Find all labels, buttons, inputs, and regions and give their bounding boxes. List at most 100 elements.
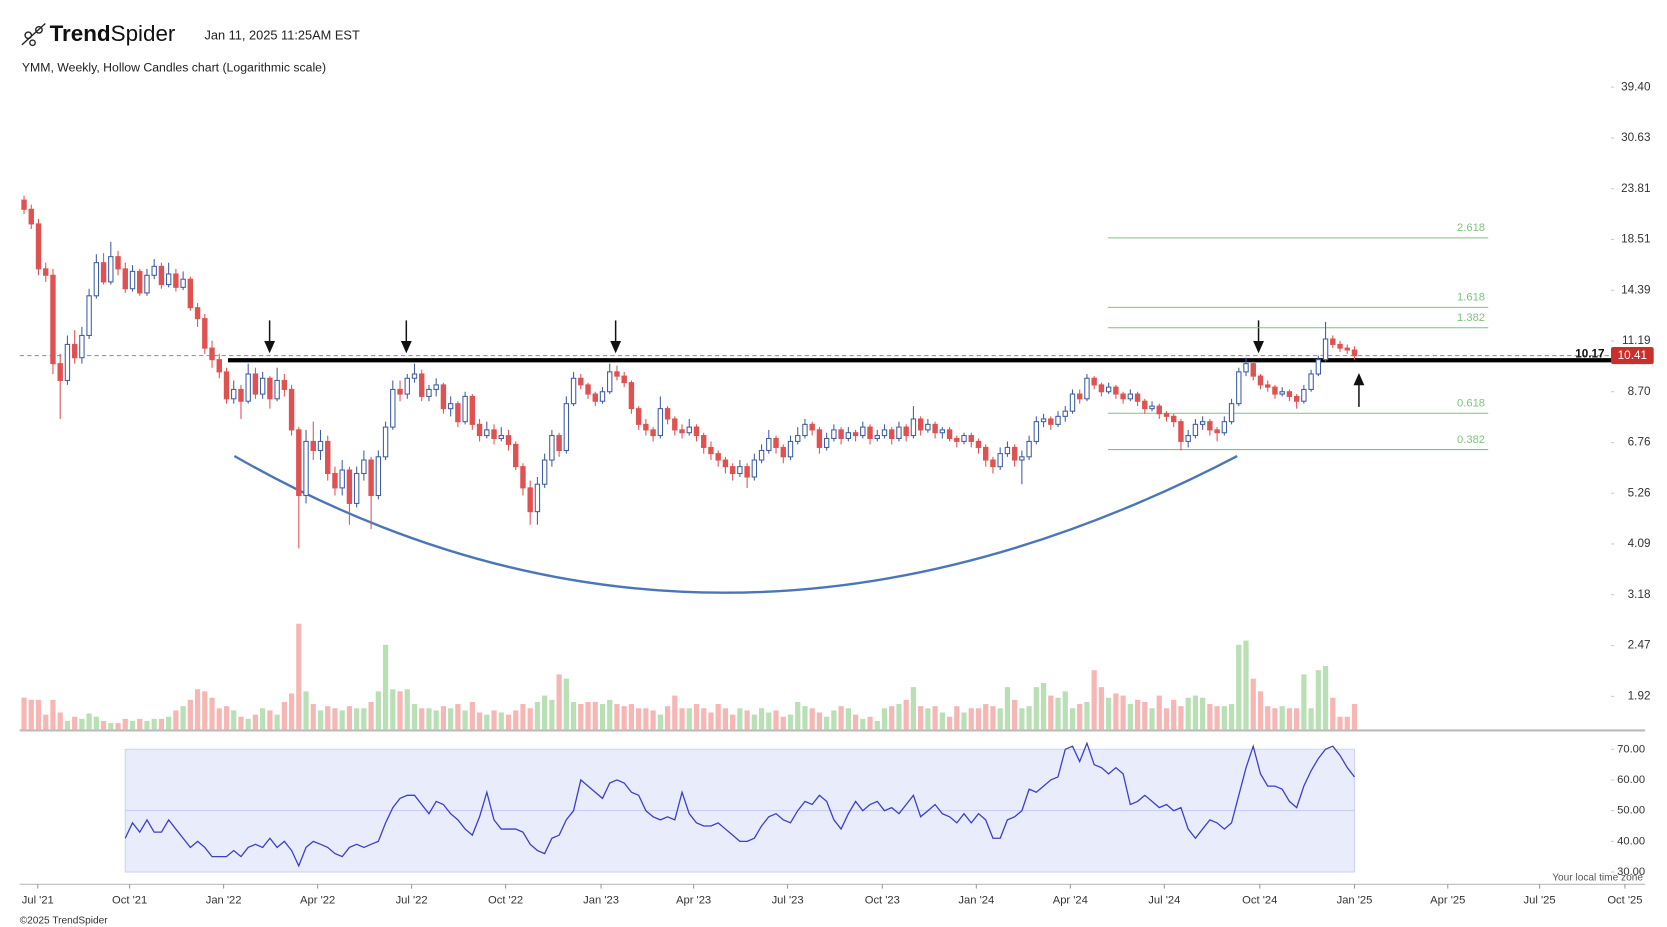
- fib-label: 0.618: [1457, 398, 1485, 410]
- candle-body: [187, 278, 194, 309]
- candle-body: [28, 208, 34, 225]
- volume-bar: [1091, 670, 1097, 730]
- candle-body: [339, 469, 345, 489]
- volume-bar: [57, 712, 63, 730]
- candle-body: [129, 270, 136, 290]
- y-tick-label: 3.18: [1628, 588, 1651, 601]
- volume-bar: [1344, 716, 1350, 730]
- volume-bar: [397, 691, 403, 730]
- candle-body: [1098, 384, 1105, 393]
- volume-bar: [787, 714, 794, 730]
- candle-body: [259, 377, 266, 395]
- x-tick-label: Apr '25: [1430, 894, 1465, 906]
- volume-bar: [520, 704, 526, 730]
- candle-body: [1048, 418, 1054, 425]
- volume-bar: [484, 714, 490, 730]
- volume-bar: [202, 691, 208, 730]
- candle-body: [758, 449, 765, 461]
- volume-bar: [129, 720, 136, 730]
- candle-body: [238, 388, 244, 402]
- candle-body: [975, 440, 982, 448]
- candle-body: [570, 377, 577, 405]
- volume-bar: [1250, 678, 1256, 730]
- brand-light: Spider: [111, 21, 176, 46]
- candle-body: [852, 432, 859, 437]
- volume-bar: [35, 699, 42, 730]
- candle-body: [1351, 349, 1358, 357]
- candle-body: [903, 426, 909, 437]
- candle-body: [729, 466, 736, 475]
- candle-body: [79, 334, 85, 359]
- volume-bar: [1048, 695, 1054, 730]
- volume-bar: [585, 701, 591, 730]
- volume-bar: [766, 712, 772, 730]
- candle-body: [1185, 435, 1191, 442]
- volume-bar: [288, 693, 295, 730]
- volume-bar: [100, 720, 107, 730]
- volume-bar: [252, 714, 259, 730]
- volume-bar: [975, 708, 982, 730]
- volume-bar: [448, 708, 454, 730]
- volume-bar: [592, 701, 598, 730]
- candle-body: [440, 384, 447, 410]
- candle-body: [816, 429, 823, 448]
- volume-bar: [491, 710, 497, 730]
- candle-body: [787, 440, 794, 458]
- volume-bar: [93, 716, 99, 730]
- candle-body: [64, 343, 71, 381]
- candle-body: [93, 262, 100, 297]
- volume-bar: [281, 701, 287, 730]
- volume-bar: [896, 704, 902, 730]
- timestamp: Jan 11, 2025 11:25AM EST: [204, 28, 359, 43]
- candle-body: [802, 423, 808, 437]
- candle-body: [1315, 359, 1322, 375]
- fib-label: 1.382: [1457, 312, 1485, 324]
- x-tick-label: Jul '23: [772, 894, 804, 906]
- candle-body: [310, 440, 316, 452]
- candle-body: [426, 388, 432, 397]
- candle-body: [462, 395, 468, 423]
- candle-body: [1221, 421, 1228, 434]
- candle-body: [1004, 446, 1011, 455]
- candle-body: [433, 384, 439, 390]
- volume-bar: [1221, 706, 1227, 730]
- volume-bar: [505, 714, 512, 730]
- volume-bar: [889, 706, 895, 730]
- x-tick-label: Apr '24: [1053, 894, 1088, 906]
- candle-body: [209, 347, 215, 361]
- last-price-label: 10.41: [1618, 349, 1647, 362]
- candle-body: [1272, 386, 1278, 395]
- candle-body: [954, 437, 960, 442]
- volume-bar: [932, 706, 938, 730]
- x-tick-label: Oct '24: [1242, 894, 1277, 906]
- candle-body: [650, 429, 656, 437]
- candle-body: [1055, 415, 1061, 425]
- volume-bar: [1055, 697, 1061, 730]
- x-tick-label: Oct '25: [1607, 894, 1642, 906]
- candle-body: [1019, 456, 1025, 461]
- volume-bar: [1243, 640, 1249, 730]
- volume-bar: [231, 710, 237, 730]
- candle-body: [672, 418, 678, 431]
- volume-bar: [476, 712, 483, 730]
- volume-bar: [701, 708, 707, 730]
- rsi-tick-label: 50.00: [1617, 805, 1645, 817]
- rsi-line: [124, 741, 1355, 868]
- volume-bar: [1286, 708, 1293, 730]
- volume-bar: [758, 708, 765, 730]
- volume-bar: [1171, 699, 1177, 730]
- volume-bar: [1228, 704, 1235, 730]
- candle-body: [997, 453, 1003, 468]
- candle-body: [419, 373, 425, 397]
- fib-label: 1.618: [1457, 292, 1485, 304]
- candle-body: [1228, 403, 1235, 423]
- volume-bar: [824, 716, 830, 730]
- volume-bar: [527, 708, 533, 730]
- candle-body: [375, 456, 382, 497]
- volume-bar: [411, 704, 418, 730]
- candle-body: [245, 373, 251, 402]
- chart-title: YMM, Weekly, Hollow Candles chart (Logar…: [22, 61, 326, 75]
- candle-body: [968, 435, 974, 442]
- volume-bar: [852, 714, 859, 730]
